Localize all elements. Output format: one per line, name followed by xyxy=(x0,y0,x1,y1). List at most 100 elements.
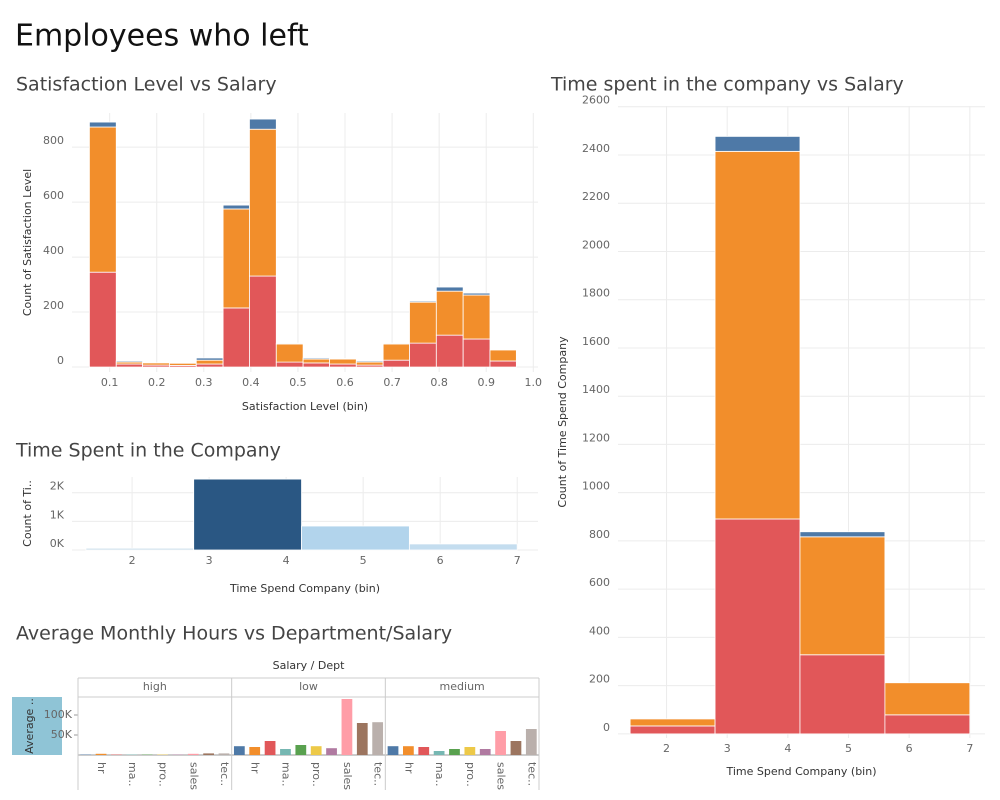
bar xyxy=(326,748,337,755)
y-tick-label: 2400 xyxy=(582,142,610,155)
bar-segment xyxy=(195,363,224,368)
chart-title: Time spent in the company vs Salary xyxy=(550,74,904,96)
y-tick-label: 1K xyxy=(50,508,65,521)
y-tick-label: 800 xyxy=(589,528,610,541)
bar-segment xyxy=(435,290,464,336)
panel-header: low xyxy=(299,680,318,693)
bar-segment xyxy=(195,359,224,365)
bar xyxy=(218,753,230,755)
bar xyxy=(403,746,414,755)
x-tick-label: 2 xyxy=(663,742,670,755)
bar-segment xyxy=(142,362,170,366)
x-tick-label: 6 xyxy=(437,554,444,567)
bar xyxy=(187,753,199,755)
chart-title: Time Spent in the Company xyxy=(15,440,281,462)
x-tick-label: 0.3 xyxy=(195,376,213,389)
bar xyxy=(249,747,261,755)
bar-segment xyxy=(329,358,357,365)
x-axis-title: Satisfaction Level (bin) xyxy=(242,400,368,413)
bar xyxy=(203,753,214,755)
y-axis-title: Count of Satisfaction Level xyxy=(21,169,34,316)
bar-segment xyxy=(409,342,437,368)
x-tick-label: 7 xyxy=(966,742,973,755)
y-tick-label: 400 xyxy=(43,244,64,257)
bar-segment xyxy=(489,360,517,368)
bar xyxy=(418,747,430,755)
x-tick-label: 0.9 xyxy=(477,376,495,389)
y-tick-label: 1000 xyxy=(582,480,610,493)
x-tick-label: tec.. xyxy=(525,762,538,786)
y-tick-label: 50K xyxy=(51,728,73,741)
bar-segment xyxy=(115,360,144,363)
x-tick-label: pro.. xyxy=(157,762,170,787)
x-tick-label: 3 xyxy=(206,554,213,567)
x-tick-label: 0.8 xyxy=(430,376,448,389)
bar-segment xyxy=(629,725,716,735)
x-tick-label: 7 xyxy=(514,554,521,567)
bar-segment xyxy=(714,150,801,520)
y-tick-label: 2K xyxy=(50,480,65,493)
x-tick-label: sales xyxy=(341,762,354,790)
x-tick-label: hr xyxy=(402,762,415,774)
bar-segment xyxy=(329,358,357,360)
bar xyxy=(525,729,537,755)
bar xyxy=(479,749,491,755)
bar-segment xyxy=(195,357,224,361)
bar xyxy=(408,543,518,551)
bar-segment xyxy=(884,714,971,735)
header-title: Salary / Dept xyxy=(273,659,345,672)
panel-header: medium xyxy=(440,680,485,693)
chart-title: Average Monthly Hours vs Department/Sala… xyxy=(16,623,452,645)
y-tick-label: 600 xyxy=(589,576,610,589)
x-tick-label: 5 xyxy=(360,554,367,567)
bar-segment xyxy=(355,361,384,366)
x-tick-label: 5 xyxy=(845,742,852,755)
bar-segment xyxy=(115,363,144,368)
x-tick-label: 0.7 xyxy=(383,376,401,389)
x-tick-label: 0.5 xyxy=(289,376,307,389)
y-axis-title: Average .. xyxy=(23,698,36,754)
x-tick-label: 1.0 xyxy=(525,376,543,389)
y-tick-label: 2600 xyxy=(582,94,610,107)
bar-segment xyxy=(302,357,330,360)
bar xyxy=(233,746,245,755)
x-axis-title: Time Spend Company (bin) xyxy=(229,582,380,595)
y-tick-label: 200 xyxy=(589,673,610,686)
bar-segment xyxy=(382,359,410,368)
y-tick-label: 0 xyxy=(57,354,64,367)
y-tick-label: 0K xyxy=(50,537,65,550)
y-tick-label: 1200 xyxy=(582,431,610,444)
bar-segment xyxy=(89,126,117,273)
bar xyxy=(341,699,353,755)
bar-segment xyxy=(275,343,304,363)
y-tick-label: 1600 xyxy=(582,335,610,348)
bar xyxy=(85,547,195,551)
y-tick-label: 600 xyxy=(43,189,64,202)
bar-segment xyxy=(222,204,250,210)
bar-segment xyxy=(714,135,801,152)
bar-segment xyxy=(89,121,117,128)
y-tick-label: 200 xyxy=(43,299,64,312)
x-tick-label: tec.. xyxy=(218,762,231,786)
x-tick-label: 4 xyxy=(784,742,791,755)
bar-segment xyxy=(799,536,886,656)
x-tick-label: sales xyxy=(495,762,508,790)
bar-segment xyxy=(462,294,491,340)
bar-segment xyxy=(382,342,410,345)
bar xyxy=(495,731,506,755)
bar-segment xyxy=(409,301,437,344)
bar xyxy=(433,751,445,755)
bar-segment xyxy=(89,271,117,368)
bar xyxy=(301,525,410,551)
bar-segment xyxy=(302,362,330,368)
bar xyxy=(193,478,302,551)
bar-segment xyxy=(462,292,491,296)
page-title: Employees who left xyxy=(15,19,309,54)
bar-segment xyxy=(435,286,464,292)
bar-segment xyxy=(714,518,801,735)
bar xyxy=(387,746,399,755)
bar-segment xyxy=(382,343,410,361)
x-tick-label: 2 xyxy=(129,554,136,567)
x-axis-title: Time Spend Company (bin) xyxy=(725,765,876,778)
